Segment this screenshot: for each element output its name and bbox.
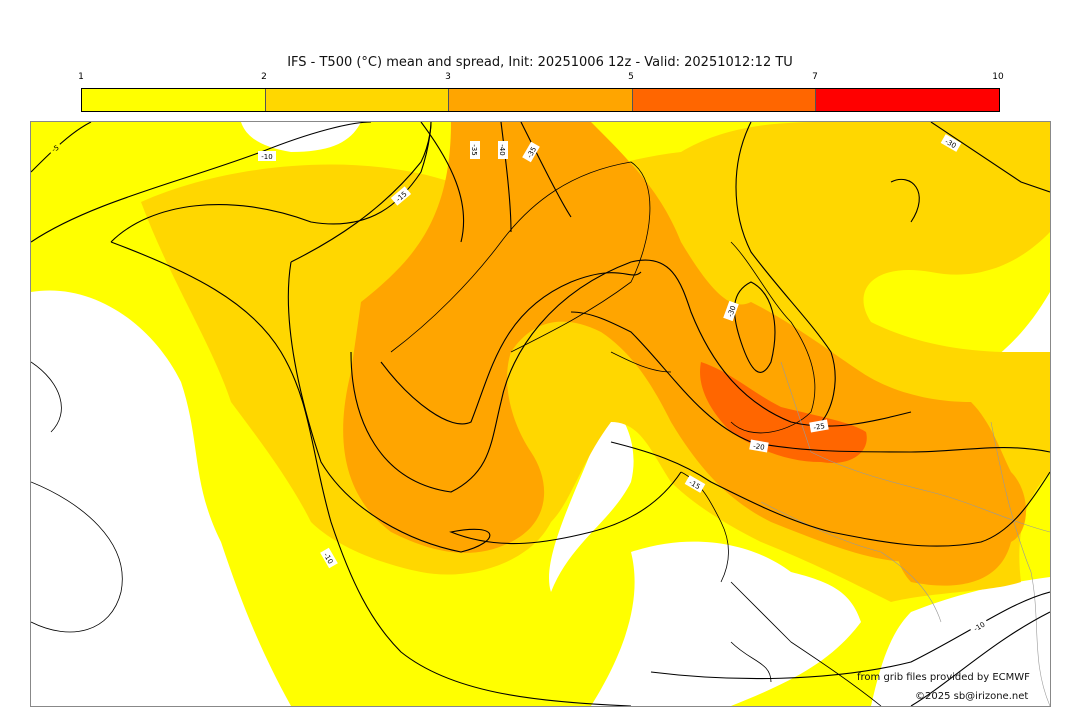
data-source-credit: from grib files provided by ECMWF [857,672,1030,683]
colorbar-tick: 2 [261,72,267,82]
contour-label: -20 [752,442,765,452]
contour-label: -5 [50,144,60,154]
colorbar-tick: 10 [992,72,1004,82]
colorbar-bin [816,89,999,111]
contour-labels: -10 -15 -35 -40 -35 -30 -25 -20 -15 -10 … [47,134,990,635]
copyright-credit: ©2025 sb@irizone.net [915,691,1029,702]
low-spread-areas [31,122,1050,706]
colorbar-tick: 7 [812,72,818,82]
colorbar-bin [449,89,633,111]
colorbar [81,88,1000,112]
map-area: -10 -15 -35 -40 -35 -30 -25 -20 -15 -10 … [30,121,1051,707]
contour-label: -10 [261,153,272,161]
colorbar-tick: 3 [445,72,451,82]
colorbar-bin [265,89,450,111]
spread-map: -10 -15 -35 -40 -35 -30 -25 -20 -15 -10 … [31,122,1050,706]
colorbar-bin [632,89,817,111]
contour-label: -30 [726,305,737,318]
contour-label: -25 [813,422,826,432]
colorbar-bin [82,89,266,111]
map-title: IFS - T500 (°C) mean and spread, Init: 2… [287,55,793,70]
contour-label: -35 [470,144,478,155]
country-borders [760,361,1050,706]
colorbar-tick: 5 [628,72,634,82]
contour-label: -40 [498,144,506,155]
colorbar-tick: 1 [78,72,84,82]
